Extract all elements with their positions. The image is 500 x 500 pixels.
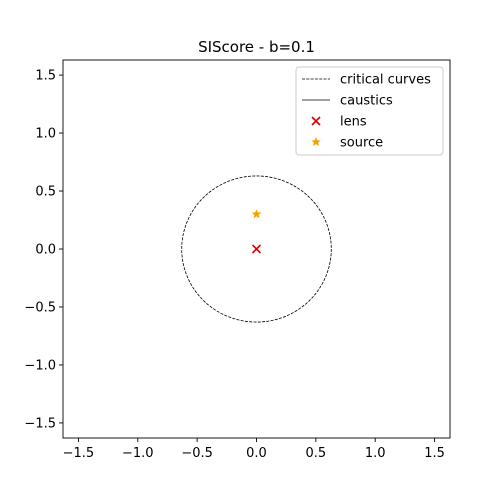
legend-label: lens <box>340 115 367 130</box>
legend-label: source <box>340 136 383 151</box>
y-tick-label: −1.0 <box>24 358 56 373</box>
y-tick-label: 1.5 <box>35 69 56 84</box>
axes: −1.5 −1.0 −0.5 0.0 0.5 1.0 1.5 −1.5 −1.0 −0.5 0.0 0… <box>24 59 451 461</box>
x-tick-label: −1.5 <box>63 446 95 461</box>
y-tick-label: −1.5 <box>24 416 56 431</box>
source-marker <box>251 209 262 219</box>
plot-area <box>181 175 332 323</box>
x-tick-label: 0.5 <box>306 446 327 461</box>
y-tick-label: −0.5 <box>24 300 56 315</box>
legend-label: caustics <box>340 94 393 109</box>
y-tick-label: 0.0 <box>35 243 56 258</box>
x-tick-label: −1.0 <box>122 446 154 461</box>
x-tick-label: 1.0 <box>365 446 386 461</box>
legend-label: critical curves <box>340 73 431 88</box>
y-tick-label: 1.0 <box>35 127 56 142</box>
legend: critical curves caustics lens source <box>295 66 444 156</box>
y-tick-label: 0.5 <box>35 185 56 200</box>
legend-lens-swatch <box>311 116 321 126</box>
legend-source-swatch <box>311 137 321 147</box>
x-tick-label: 0.0 <box>246 446 267 461</box>
legend-box <box>295 66 444 156</box>
x-tick-label: 1.5 <box>424 446 445 461</box>
lens-marker <box>251 244 262 254</box>
chart-title: SIScore - b=0.1 <box>198 38 315 56</box>
x-tick-label: −0.5 <box>181 446 213 461</box>
critical-curve <box>181 175 332 323</box>
